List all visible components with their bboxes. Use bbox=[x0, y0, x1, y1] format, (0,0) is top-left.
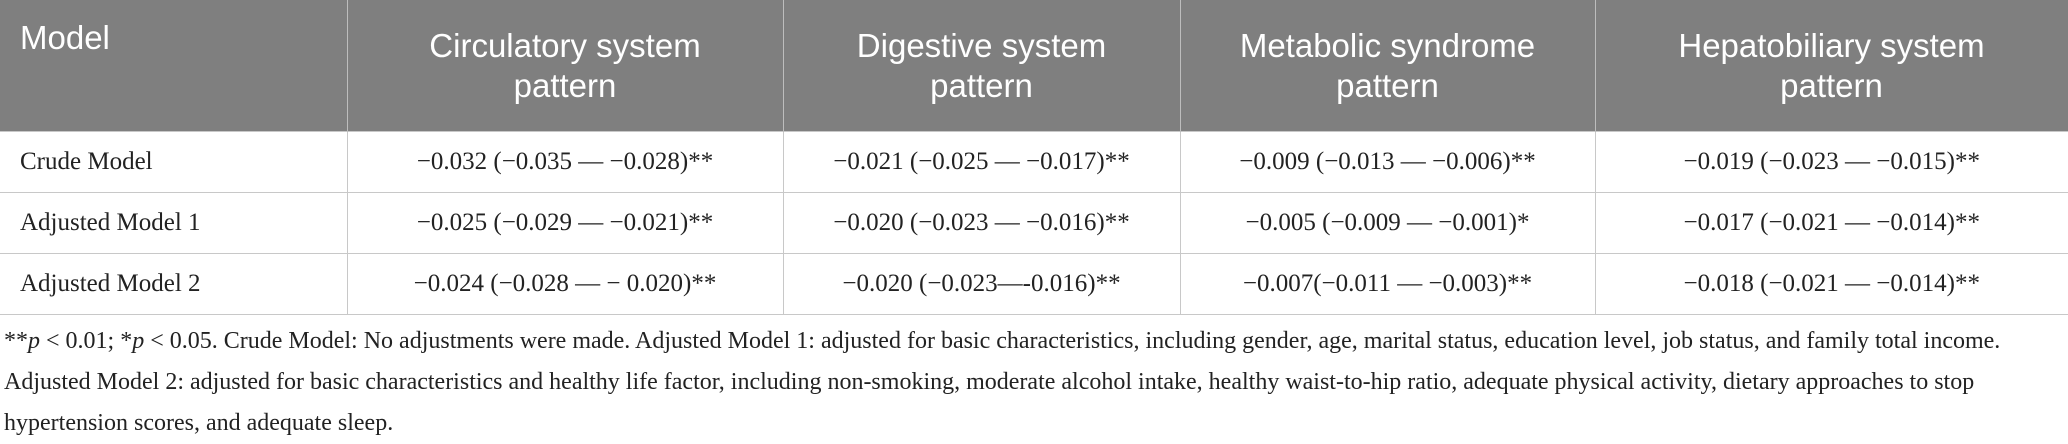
table-cell: −0.019 (−0.023 — −0.015)** bbox=[1594, 131, 2068, 193]
table-body: Crude Model −0.032 (−0.035 — −0.028)** −0.… bbox=[0, 131, 2068, 315]
header-cell: Digestive system pattern bbox=[783, 0, 1181, 132]
header-cell: Circulatory system pattern bbox=[347, 0, 784, 132]
footnote-text: < 0.05. Crude Model: No adjustments were… bbox=[4, 328, 2001, 436]
header-text: Hepatobiliary system pattern bbox=[1678, 26, 1985, 104]
header-text: Model bbox=[20, 19, 110, 56]
table-cell: −0.021 (−0.025 — −0.017)** bbox=[782, 131, 1181, 193]
footnote-text: < 0.01; * bbox=[40, 328, 133, 354]
table-cell: −0.032 (−0.035 — −0.028)** bbox=[346, 131, 784, 193]
table-cell: −0.025 (−0.029 — −0.021)** bbox=[346, 192, 784, 254]
table-cell: −0.018 (−0.021 — −0.014)** bbox=[1594, 253, 2068, 315]
results-table: Model Circulatory system pattern Digestive… bbox=[0, 0, 2068, 315]
header-text: Digestive system pattern bbox=[856, 26, 1107, 104]
header-cell: Hepatobiliary system pattern bbox=[1595, 0, 2068, 132]
row-label: Adjusted Model 1 bbox=[0, 192, 348, 254]
row-label: Adjusted Model 2 bbox=[0, 253, 348, 315]
footnote-text: p bbox=[132, 328, 145, 354]
row-label: Crude Model bbox=[0, 131, 348, 193]
header-cell: Model bbox=[0, 0, 348, 132]
table-row: Adjusted Model 1 −0.025 (−0.029 — −0.021)… bbox=[0, 192, 2068, 254]
header-text: Metabolic syndrome pattern bbox=[1239, 26, 1536, 104]
table-cell: −0.007(−0.011 — −0.003)** bbox=[1179, 253, 1596, 315]
table-row: Crude Model −0.032 (−0.035 — −0.028)** −0.… bbox=[0, 131, 2068, 193]
header-cell: Metabolic syndrome pattern bbox=[1180, 0, 1596, 132]
header-row: Model Circulatory system pattern Digestive… bbox=[0, 0, 2068, 132]
table-cell: −0.005 (−0.009 — −0.001)* bbox=[1179, 192, 1596, 254]
table-cell: −0.009 (−0.013 — −0.006)** bbox=[1179, 131, 1596, 193]
table-cell: −0.024 (−0.028 — − 0.020)** bbox=[346, 253, 784, 315]
table-cell: −0.020 (−0.023 — −0.016)** bbox=[782, 192, 1181, 254]
footnote: **p < 0.01; *p < 0.05. Crude Model: No a… bbox=[0, 315, 2068, 444]
footnote-text: ** bbox=[4, 328, 28, 354]
footnote-text: p bbox=[28, 328, 40, 354]
table-row: Adjusted Model 2 −0.024 (−0.028 — − 0.020… bbox=[0, 253, 2068, 315]
table-cell: −0.017 (−0.021 — −0.014)** bbox=[1594, 192, 2068, 254]
header-text: Circulatory system pattern bbox=[429, 26, 701, 104]
table-cell: −0.020 (−0.023—-0.016)** bbox=[782, 253, 1181, 315]
